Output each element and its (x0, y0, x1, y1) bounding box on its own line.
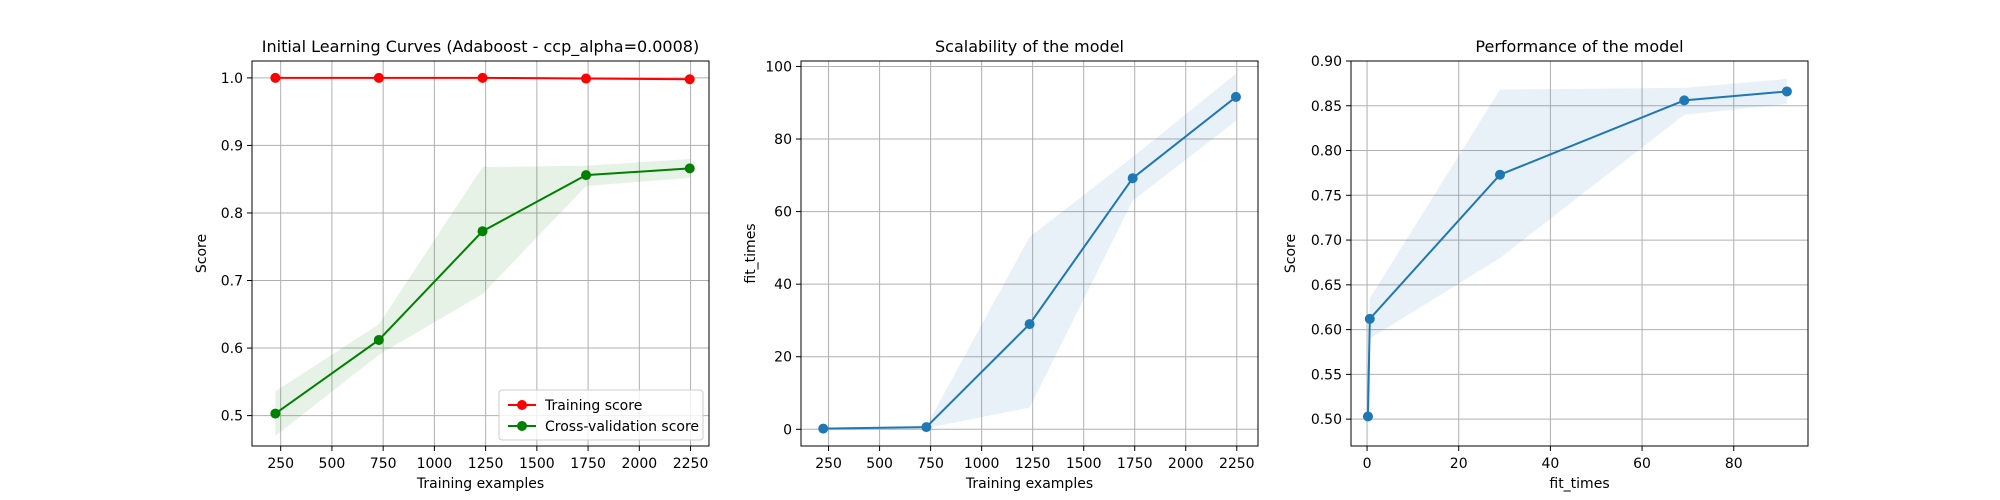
learning-series-0-point (581, 73, 592, 84)
scalability-series-0-point (921, 422, 932, 433)
scalability-ytick-label: 60 (774, 205, 792, 221)
performance-xtick-label: 60 (1633, 456, 1651, 472)
scalability-xtick-label: 1000 (964, 456, 1000, 472)
performance-series-0-point (1781, 86, 1792, 97)
learning-ytick-label: 0.5 (221, 409, 243, 425)
learning-legend-marker (517, 400, 527, 410)
learning-xtick-label: 250 (267, 456, 294, 472)
scalability-series-0-point (1230, 91, 1241, 102)
scalability-ylabel: fit_times (743, 223, 759, 283)
performance-ytick-label: 0.65 (1311, 278, 1342, 294)
performance-series-0-point (1679, 95, 1690, 106)
learning-series-1-point (477, 226, 488, 237)
scalability-ytick-label: 100 (765, 59, 792, 75)
learning-series-1-point (684, 163, 695, 174)
scalability-xtick-label: 1750 (1117, 456, 1153, 472)
learning-legend-marker (517, 421, 527, 431)
performance-series-0-band (1367, 78, 1787, 446)
performance-ytick-label: 0.55 (1311, 367, 1342, 383)
scalability-xtick-label: 1250 (1015, 456, 1051, 472)
scalability-ytick-label: 20 (774, 350, 792, 366)
learning-xtick-label: 750 (370, 456, 397, 472)
learning-xtick-label: 1250 (468, 456, 504, 472)
performance-ytick-label: 0.75 (1311, 188, 1342, 204)
learning-legend-label: Training score (544, 398, 642, 414)
learning-title: Initial Learning Curves (Adaboost - ccp_… (262, 37, 699, 57)
performance-ytick-label: 0.80 (1311, 144, 1342, 160)
learning-series-0-point (270, 72, 281, 83)
learning-grid (252, 61, 709, 446)
learning-ytick-label: 0.8 (221, 206, 243, 222)
scalability-axes-frame (800, 60, 1259, 447)
performance-series-0-point (1494, 169, 1505, 180)
scalability-xtick-label: 2000 (1168, 456, 1204, 472)
learning-series-0-point (477, 72, 488, 83)
scalability-xtick-label: 2250 (1219, 456, 1255, 472)
learning-legend: Training score Cross-validation score (498, 389, 704, 441)
performance-xtick-label: 40 (1541, 456, 1559, 472)
learning-xtick-label: 1000 (417, 456, 453, 472)
performance-series-0-point (1362, 411, 1373, 422)
performance-xtick-label: 80 (1725, 456, 1743, 472)
learning-xtick-label: 2250 (673, 456, 709, 472)
learning-series-1-point (581, 170, 592, 181)
learning-series-0-point (373, 72, 384, 83)
learning-axes-frame (251, 60, 710, 447)
learning-legend-box (498, 389, 704, 441)
learning-legend-label: Cross-validation score (545, 419, 699, 435)
performance-xtick-label: 0 (1363, 456, 1372, 472)
learning-xlabel: Training examples (416, 476, 544, 492)
scalability-xtick-label: 250 (815, 456, 842, 472)
scalability-xtick-label: 750 (917, 456, 944, 472)
learning-series-1-band (275, 158, 690, 436)
performance-ytick-label: 0.60 (1311, 323, 1342, 339)
scalability-series-0-point (1024, 319, 1035, 330)
learning-curves-panel: 250 500 750 1000 1250 1500 1750 2000 2250 0.5 0.6 0… (194, 37, 710, 492)
performance-ytick-label: 0.70 (1311, 233, 1342, 249)
performance-xlabel: fit_times (1549, 476, 1609, 492)
performance-xtick-label: 20 (1450, 456, 1468, 472)
scalability-xtick-label: 500 (866, 456, 893, 472)
scalability-title: Scalability of the model (935, 37, 1124, 56)
scalability-series-0-point (1127, 173, 1138, 184)
scalability-ytick-label: 80 (774, 132, 792, 148)
performance-title: Performance of the model (1475, 37, 1683, 56)
learning-xtick-label: 2000 (622, 456, 658, 472)
learning-ytick-label: 0.7 (221, 274, 243, 290)
scalability-xtick-label: 1500 (1066, 456, 1102, 472)
performance-ylabel: Score (1283, 234, 1299, 273)
learning-xtick-label: 1500 (519, 456, 555, 472)
scalability-series-0-band (823, 73, 1236, 429)
learning-series-0-point (684, 74, 695, 85)
scalability-ytick-label: 40 (774, 277, 792, 293)
learning-xtick-label: 1750 (570, 456, 606, 472)
learning-xtick-label: 500 (319, 456, 346, 472)
scalability-panel: 250 500 750 1000 1250 1500 1750 2000 2250 0 20 40 60… (743, 37, 1259, 492)
learning-ylabel: Score (194, 234, 210, 273)
scalability-grid (801, 61, 1258, 446)
learning-series-1-point (270, 408, 281, 419)
performance-grid (1351, 60, 1808, 446)
performance-axes-frame (1350, 60, 1809, 447)
learning-series-1-point (373, 334, 384, 345)
performance-ytick-label: 0.90 (1311, 54, 1342, 70)
scalability-series-0-point (818, 423, 829, 434)
learning-ytick-label: 0.6 (221, 341, 243, 357)
learning-ytick-label: 1.0 (221, 71, 243, 87)
scalability-xlabel: Training examples (965, 476, 1093, 492)
scalability-ytick-label: 0 (783, 422, 792, 438)
performance-panel: 0 20 40 60 80 0.50 0.55 0.60 0.65 0.70 0.75 0.80 0.8… (1283, 37, 1809, 492)
learning-ytick-label: 0.9 (221, 138, 243, 154)
performance-ytick-label: 0.50 (1311, 412, 1342, 428)
performance-series-0-point (1364, 313, 1375, 324)
performance-ytick-label: 0.85 (1311, 99, 1342, 115)
